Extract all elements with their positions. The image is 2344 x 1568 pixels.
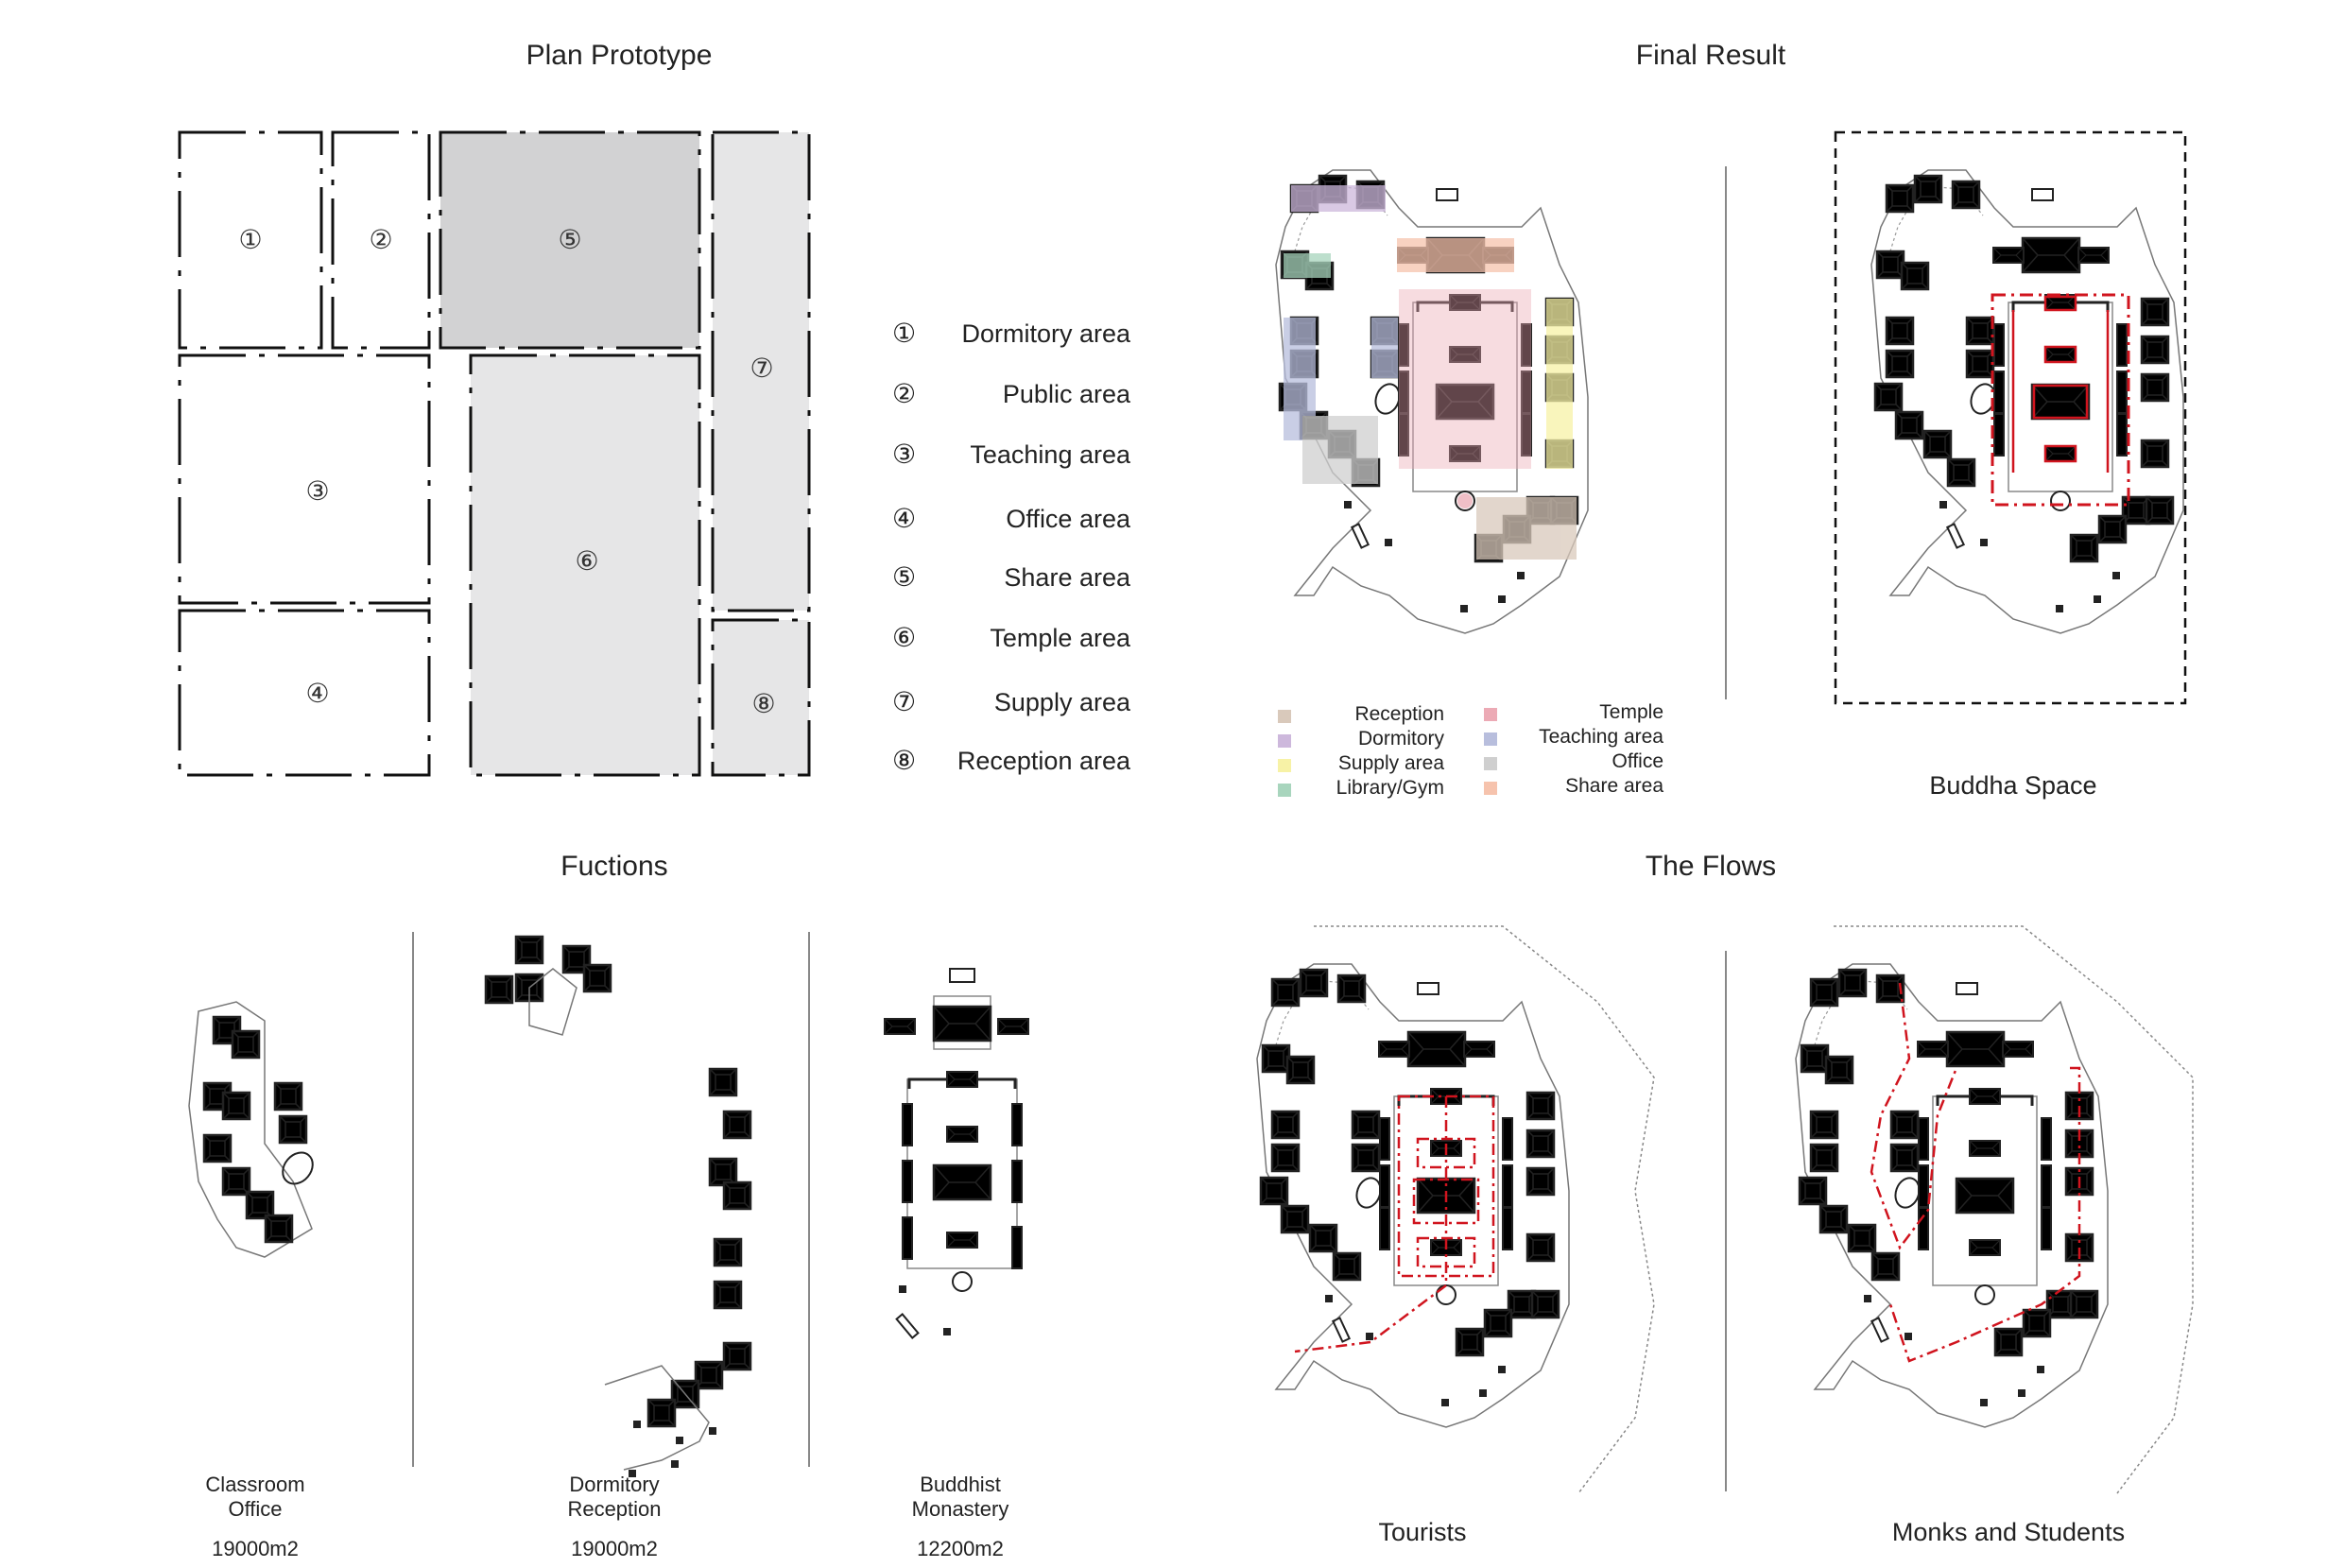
zone-5-number: ⑤: [558, 224, 581, 255]
final-result-plan: [1276, 170, 1588, 633]
key-label: Temple: [1599, 701, 1663, 723]
legend-num: ②: [892, 379, 917, 408]
key-label: Reception: [1354, 703, 1444, 725]
legend-num: ⑥: [892, 623, 917, 652]
flow-tourists-plan: [1257, 925, 1655, 1494]
key-swatch: [1484, 782, 1497, 795]
legend-num: ⑤: [892, 562, 917, 592]
key-label: Library/Gym: [1336, 777, 1444, 799]
zone-8-number: ⑧: [751, 688, 775, 719]
zone-5-box: [439, 130, 701, 350]
key-swatch: [1484, 732, 1497, 746]
legend-num: ⑦: [892, 687, 917, 716]
function-monastery-line1: Buddhist: [920, 1473, 1001, 1496]
legend-label: Office area: [1006, 505, 1130, 533]
function-dormitory-line1: Dormitory: [569, 1473, 660, 1496]
legend-num: ③: [892, 439, 917, 469]
flow-monks-plan: [1796, 925, 2194, 1494]
function-dormitory-plan: [484, 935, 752, 1477]
buddha-space-caption: Buddha Space: [1929, 771, 2097, 800]
zone-7-number: ⑦: [750, 353, 773, 384]
legend-num: ①: [892, 319, 917, 348]
monks-caption: Monks and Students: [1891, 1518, 2126, 1546]
legend-label: Share area: [1004, 563, 1130, 592]
functions-title: Fuctions: [560, 851, 668, 882]
final-result-title: Final Result: [1635, 40, 1786, 71]
function-classroom-plan: [188, 1001, 314, 1258]
legend-label: Public area: [1002, 380, 1130, 408]
zone-6-number: ⑥: [575, 545, 598, 577]
function-dormitory-area: 19000m2: [571, 1537, 658, 1560]
key-label: Share area: [1565, 775, 1663, 797]
function-classroom-line1: Classroom: [205, 1473, 305, 1496]
zone-3-box: [178, 353, 431, 605]
key-swatch: [1484, 757, 1497, 770]
legend-num: ④: [892, 504, 917, 533]
function-dormitory-line2: Reception: [567, 1497, 662, 1521]
legend-num: ⑧: [892, 746, 917, 775]
zone-7-box: [711, 130, 811, 612]
key-label: Supply area: [1337, 752, 1444, 774]
function-monastery-line2: Monastery: [911, 1497, 1009, 1521]
zone-2-box: [331, 130, 431, 350]
key-swatch: [1278, 784, 1291, 797]
function-monastery-plan: [884, 968, 1029, 1339]
zone-1-number: ①: [238, 224, 262, 255]
plan-prototype-title: Plan Prototype: [526, 40, 713, 71]
zone-4-number: ④: [305, 678, 329, 709]
tourists-caption: Tourists: [1378, 1518, 1467, 1546]
zone-8-box: [711, 618, 811, 777]
zone-4-box: [178, 609, 431, 777]
legend-label: Temple area: [990, 624, 1130, 652]
key-swatch: [1484, 708, 1497, 721]
key-swatch: [1278, 734, 1291, 748]
zone-3-number: ③: [305, 475, 329, 507]
function-classroom-area: 19000m2: [212, 1537, 299, 1560]
key-label: Teaching area: [1539, 726, 1663, 748]
legend-label: Supply area: [993, 688, 1130, 716]
function-monastery-area: 12200m2: [917, 1537, 1004, 1560]
zone-2-number: ②: [369, 224, 392, 255]
buddha-space-frame: [1834, 130, 2187, 705]
legend-label: Dormitory area: [961, 319, 1130, 348]
key-label: Office: [1612, 750, 1663, 772]
key-swatch: [1278, 710, 1291, 723]
flows-title: The Flows: [1645, 851, 1777, 882]
legend-label: Reception area: [957, 747, 1130, 775]
zone-6-box: [469, 353, 701, 777]
key-swatch: [1278, 759, 1291, 772]
key-label: Dormitory: [1357, 728, 1444, 750]
zone-1-box: [178, 130, 323, 350]
buddha-space-plan: [1871, 170, 2183, 633]
legend-label: Teaching area: [970, 440, 1130, 469]
function-classroom-line2: Office: [228, 1497, 283, 1521]
